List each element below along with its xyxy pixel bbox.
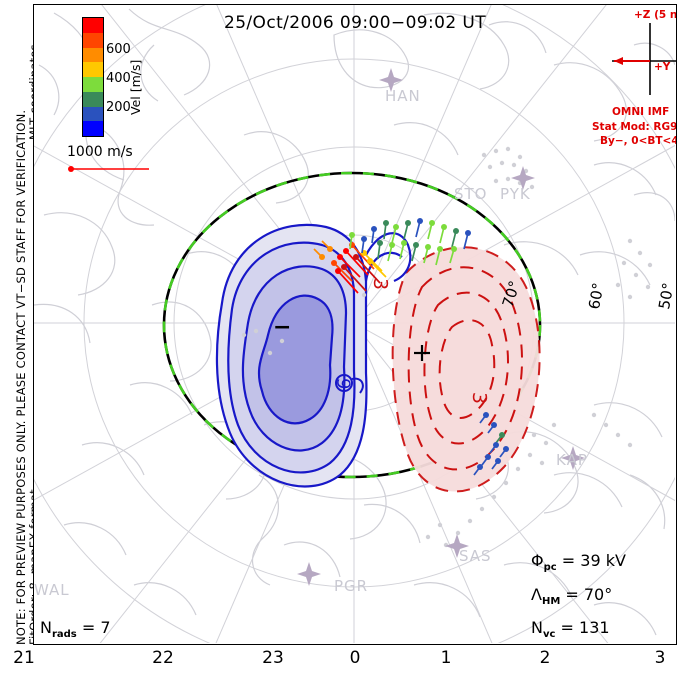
colorbar-tick-200: 200	[106, 100, 131, 115]
station-label-sto: STO	[454, 185, 488, 203]
colorbar-band-2	[83, 47, 103, 63]
lambda-value: = 70°	[565, 585, 613, 604]
positive-convection-cell	[391, 246, 541, 493]
contour-label-right-top: 3	[368, 277, 392, 291]
mlt-tick-23: 23	[262, 648, 284, 668]
polar-map-graphic	[34, 5, 675, 643]
station-markers	[297, 68, 585, 586]
nvc-symbol: N	[531, 618, 543, 637]
n-radars: Nrads = 7	[40, 618, 111, 640]
station-label-sas: SAS	[459, 547, 492, 565]
colorbar-band-6	[83, 106, 103, 122]
vector-scale-bar	[68, 166, 149, 172]
colorbar-band-1	[83, 32, 103, 48]
phi-value: = 39 kV	[561, 551, 626, 570]
station-label-pgr: PGR	[334, 577, 369, 595]
phi-subscript: pc	[543, 562, 557, 574]
colorbar-band-7	[83, 121, 103, 136]
cross-polar-potential: Φpc = 39 kV	[531, 551, 626, 573]
velocity-colorbar-group: 600 400 200 Vel [m/s]	[82, 17, 143, 137]
nrads-subscript: rads	[51, 629, 77, 641]
imf-z-label: +Z (5 nT)	[634, 9, 677, 21]
hm-boundary-latitude: ΛHM = 70°	[531, 585, 612, 607]
station-label-pyk: PYK	[500, 185, 531, 203]
station-label-han: HAN	[385, 87, 421, 105]
negative-cell-label: −	[273, 315, 292, 340]
mlt-tick-2: 2	[539, 648, 551, 668]
imf-model-label: Stat Mod: RG96	[592, 121, 677, 133]
station-label-wal: WAL	[34, 581, 70, 599]
cell-center-markers	[414, 345, 430, 361]
contour-label-left: 9	[331, 376, 354, 391]
n-velocity-vectors: Nvc = 131	[531, 618, 610, 640]
nvc-value: = 131	[560, 618, 610, 637]
nrads-symbol: N	[40, 618, 52, 637]
lambda-symbol: Λ	[531, 585, 542, 604]
colorbar-band-4	[83, 77, 103, 92]
imf-conditions-label: By−, 0<BT<4	[600, 135, 677, 147]
mlt-tick-21: 21	[13, 648, 35, 668]
colorbar-band-5	[83, 91, 103, 107]
nrads-value: = 7	[81, 618, 111, 637]
negative-convection-cell	[215, 223, 412, 488]
vector-scale-label: 1000 m/s	[67, 144, 133, 160]
hm-boundary	[162, 171, 542, 479]
velocity-vectors	[313, 218, 509, 476]
colorbar-tick-600: 600	[106, 42, 131, 57]
colorbar-band-3	[83, 62, 103, 77]
mlt-tick-3: 3	[654, 648, 666, 668]
convection-map-plot: − 9 3 3 HAN STO PYK KAP SAS PGR WAL 70° …	[33, 4, 677, 645]
nvc-subscript: vc	[542, 629, 556, 641]
colorbar-axis-label: Vel [m/s]	[128, 59, 143, 115]
contour-label-right-bottom: 3	[467, 391, 491, 405]
station-label-kap: KAP	[556, 451, 588, 469]
radar-fov-dots	[241, 146, 653, 548]
imf-clock-dial: +Z (5 nT) +Y OMNI IMF Stat Mod: RG96 By−…	[590, 9, 677, 147]
imf-axes-graphic	[612, 23, 676, 95]
lambda-subscript: HM	[541, 596, 561, 608]
velocity-colorbar[interactable]	[82, 17, 104, 137]
page-title: 25/Oct/2006 09:00−09:02 UT	[223, 13, 486, 33]
preview-note-line1: NOTE: FOR PREVIEW PURPOSES ONLY. PLEASE …	[14, 109, 28, 645]
phi-symbol: Φ	[531, 551, 544, 570]
imf-y-label: +Y	[654, 61, 671, 73]
colorbar-band-0	[83, 18, 103, 33]
mlt-tick-1: 1	[440, 648, 452, 668]
imf-source-label: OMNI IMF	[612, 106, 670, 118]
mlt-tick-22: 22	[152, 648, 174, 668]
colorbar-tick-400: 400	[106, 71, 131, 86]
mlt-tick-0: 0	[349, 648, 361, 668]
